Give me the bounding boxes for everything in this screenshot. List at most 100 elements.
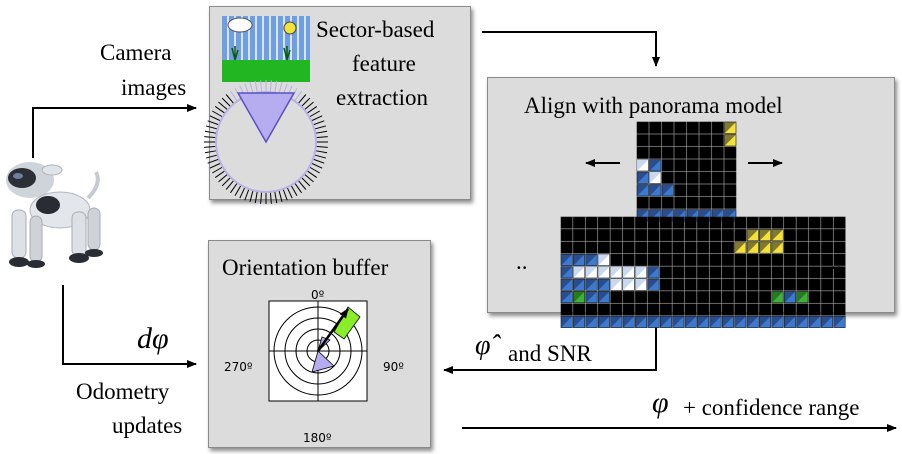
- sector-tick: [230, 182, 238, 194]
- large-grid-cell: [672, 278, 685, 291]
- small-grid-cell: [661, 196, 674, 209]
- large-grid-cell: [833, 241, 846, 254]
- degree-270-label: 270º: [224, 360, 253, 374]
- large-grid-cell-shade: [734, 316, 746, 328]
- large-grid-cell: [697, 229, 710, 242]
- large-grid-cell: [659, 253, 672, 266]
- sector-tick: [214, 170, 226, 178]
- sector-tick: [306, 106, 318, 114]
- large-grid-cell: [560, 229, 573, 242]
- large-grid-cell-shade: [573, 266, 585, 278]
- sector-tick: [254, 80, 258, 93]
- large-grid-cell-shade: [685, 316, 697, 328]
- phihat-arrow: [443, 322, 657, 374]
- large-grid-cell-shade: [635, 316, 647, 328]
- small-grid-cell-shade: [649, 184, 661, 196]
- large-grid-cell: [709, 303, 722, 316]
- ellipsis-right: ..: [830, 249, 842, 274]
- large-grid-cell: [783, 303, 796, 316]
- degree-90-label: 90º: [383, 360, 404, 374]
- large-grid-cell-shade: [561, 266, 573, 278]
- large-grid-cell: [672, 216, 685, 229]
- small-grid-cell: [636, 121, 649, 134]
- sector-to-align-arrow: [482, 31, 660, 67]
- large-grid-cell: [796, 266, 809, 279]
- large-grid-cell: [709, 241, 722, 254]
- large-grid-cell: [796, 253, 809, 266]
- large-grid-cell: [783, 278, 796, 291]
- large-grid-cell: [808, 216, 821, 229]
- sector-tick: [225, 179, 235, 190]
- small-grid-cell: [661, 146, 674, 159]
- large-grid-cell: [597, 303, 610, 316]
- large-grid-cell-shade: [623, 279, 635, 291]
- small-grid-cell: [699, 184, 712, 197]
- sector-tick: [260, 191, 263, 204]
- sector-tick: [204, 150, 217, 154]
- large-grid-cell: [746, 303, 759, 316]
- sector-tick: [301, 97, 311, 107]
- large-grid-cell-shade: [635, 279, 647, 291]
- large-grid-cell: [635, 229, 648, 242]
- large-grid-cell: [734, 278, 747, 291]
- small-grid-cell: [661, 121, 674, 134]
- sector-tick: [294, 182, 302, 194]
- small-grid-cell: [686, 146, 699, 159]
- large-grid-cell: [709, 216, 722, 229]
- small-grid-cell: [674, 159, 687, 172]
- large-grid-cell: [783, 241, 796, 254]
- large-grid-cell-shade: [598, 279, 610, 291]
- small-grid-cell: [699, 146, 712, 159]
- large-grid-cell: [734, 216, 747, 229]
- small-grid-cell: [636, 134, 649, 147]
- robot-dog-image: [6, 162, 103, 268]
- large-grid-cell-shade: [647, 316, 660, 328]
- small-grid-cell: [649, 146, 662, 159]
- sector-tick: [314, 154, 327, 159]
- large-grid-cell: [684, 266, 697, 279]
- large-grid-cell-shade: [647, 266, 660, 278]
- large-grid-cell-shade: [796, 291, 808, 303]
- sector-tick: [282, 188, 288, 201]
- large-grid-cell: [709, 229, 722, 242]
- large-grid-cell: [821, 229, 834, 242]
- sector-tick: [204, 136, 217, 139]
- large-grid-cell: [808, 229, 821, 242]
- large-grid-cell: [610, 229, 623, 242]
- small-grid-cell: [649, 196, 662, 209]
- large-grid-cell: [808, 241, 821, 254]
- sector-tick: [249, 81, 254, 94]
- large-grid-cell: [647, 229, 660, 242]
- large-grid-cell: [647, 216, 660, 229]
- small-grid-cell: [674, 134, 687, 147]
- large-grid-cell-shade: [561, 279, 573, 291]
- small-grid-cell: [699, 134, 712, 147]
- large-grid-cell: [697, 253, 710, 266]
- small-grid-cell: [711, 196, 724, 209]
- large-grid-cell: [684, 291, 697, 304]
- sector-tick: [269, 191, 272, 204]
- camera-arrow: [32, 104, 197, 158]
- sector-tick: [303, 173, 314, 183]
- large-grid-cell: [821, 278, 834, 291]
- large-grid-cell: [597, 229, 610, 242]
- large-grid-cell: [622, 216, 635, 229]
- small-grid-cell: [686, 196, 699, 209]
- small-grid-cell: [686, 134, 699, 147]
- large-grid-cell: [610, 241, 623, 254]
- sector-tick: [297, 94, 307, 105]
- small-grid-cell: [711, 184, 724, 197]
- large-grid-cell: [697, 303, 710, 316]
- sector-tick: [249, 190, 254, 203]
- sector-tick: [315, 145, 328, 148]
- sector-tick: [269, 80, 272, 93]
- degree-0-label: 0º: [311, 288, 325, 302]
- degree-180-label: 180º: [303, 431, 332, 445]
- large-grid-cell: [746, 278, 759, 291]
- large-grid-cell: [721, 303, 734, 316]
- large-grid-cell: [659, 216, 672, 229]
- sector-tick: [311, 115, 323, 122]
- large-grid-cell-shade: [672, 316, 684, 328]
